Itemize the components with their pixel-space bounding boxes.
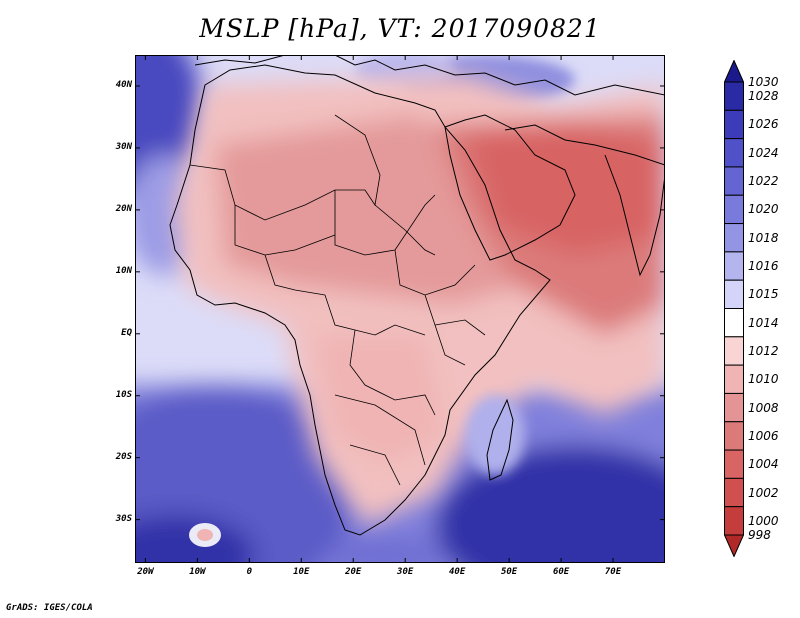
colorbar-label: 1014 bbox=[748, 315, 779, 330]
lon-label: 70E bbox=[604, 567, 622, 577]
lon-label: 20E bbox=[345, 567, 362, 577]
lat-label: 30N bbox=[115, 141, 132, 152]
lat-label: 30S bbox=[115, 513, 132, 524]
colorbar-label: 1000 bbox=[748, 513, 779, 528]
colorbar-segment bbox=[724, 223, 744, 253]
colorbar-label: 1015 bbox=[748, 287, 779, 302]
map-plot-area bbox=[135, 55, 665, 563]
lon-label: 10E bbox=[293, 567, 310, 577]
colorbar-top-arrow bbox=[723, 59, 745, 83]
lon-label: 50E bbox=[500, 567, 518, 577]
colorbar-segment bbox=[724, 81, 744, 111]
lon-label: 60E bbox=[552, 567, 570, 577]
colorbar bbox=[723, 59, 745, 558]
colorbar-label: 1006 bbox=[748, 428, 779, 443]
lat-label: EQ bbox=[121, 327, 132, 338]
colorbar-label: 1026 bbox=[748, 117, 779, 132]
colorbar-label: 1022 bbox=[748, 174, 779, 189]
colorbar-segment bbox=[724, 308, 744, 338]
lon-label: 10W bbox=[189, 567, 206, 577]
colorbar-segment bbox=[724, 166, 744, 196]
country-borders bbox=[189, 114, 486, 486]
colorbar-label: 1002 bbox=[748, 485, 779, 500]
colorbar-segment bbox=[724, 251, 744, 281]
colorbar-segment bbox=[724, 506, 744, 536]
colorbar-bottom-arrow bbox=[723, 534, 745, 558]
colorbar-label: 1030 bbox=[748, 75, 779, 89]
lon-label: 20W bbox=[137, 567, 154, 577]
colorbar-segment bbox=[724, 336, 744, 366]
lat-label: 20S bbox=[115, 451, 132, 462]
lon-label: 40E bbox=[449, 567, 466, 577]
axis-ticks bbox=[135, 55, 665, 563]
colorbar-label: 1012 bbox=[748, 343, 779, 358]
colorbar-label: 1020 bbox=[748, 202, 779, 217]
grads-credit: GrADS: IGES/COLA bbox=[6, 603, 93, 613]
colorbar-label: 1008 bbox=[748, 400, 779, 415]
colorbar-segment bbox=[724, 449, 744, 479]
colorbar-segment bbox=[724, 364, 744, 394]
colorbar-segment bbox=[724, 392, 744, 423]
lat-label: 10S bbox=[115, 389, 132, 400]
madagascar-high-pressure bbox=[465, 395, 525, 475]
lon-label: 0 bbox=[246, 567, 253, 577]
map-frame bbox=[135, 55, 665, 563]
colorbar-segment bbox=[724, 109, 744, 140]
lon-label: 30E bbox=[397, 567, 414, 577]
lat-label: 40N bbox=[115, 79, 132, 90]
colorbar-segment bbox=[724, 138, 744, 168]
colorbar-label: 1018 bbox=[748, 230, 779, 245]
lat-label: 10N bbox=[115, 265, 132, 276]
colorbar-label: 1028 bbox=[748, 89, 779, 104]
colorbar-label: 1010 bbox=[748, 372, 779, 387]
colorbar-label: 998 bbox=[748, 528, 771, 542]
colorbar-segment bbox=[724, 421, 744, 451]
colorbar-segment bbox=[724, 477, 744, 508]
colorbar-segment bbox=[724, 279, 744, 309]
lat-label: 20N bbox=[115, 203, 132, 214]
coastlines bbox=[169, 55, 665, 536]
chart-title: MSLP [hPa], VT: 2017090821 bbox=[199, 14, 601, 43]
continental-low-pressure bbox=[175, 75, 665, 525]
south-atlantic-warm-spot bbox=[189, 523, 221, 547]
colorbar-label: 1016 bbox=[748, 259, 779, 274]
colorbar-label: 1024 bbox=[748, 145, 779, 160]
colorbar-label: 1004 bbox=[748, 457, 779, 472]
colorbar-segment bbox=[724, 194, 744, 225]
